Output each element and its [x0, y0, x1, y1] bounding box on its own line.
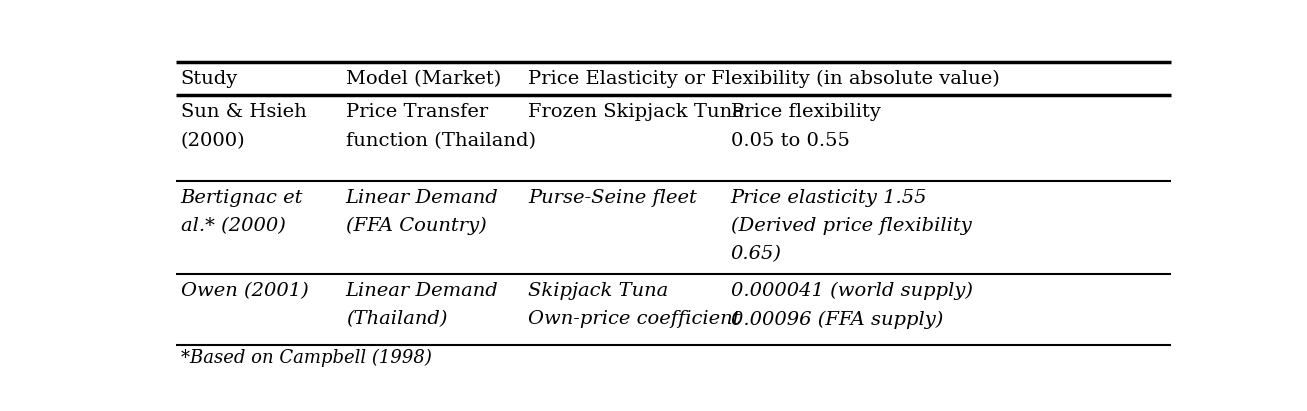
Text: 0.000041 (world supply): 0.000041 (world supply)	[731, 282, 972, 300]
Text: function (Thailand): function (Thailand)	[345, 132, 536, 150]
Text: Price Transfer: Price Transfer	[345, 103, 488, 121]
Text: (FFA Country): (FFA Country)	[345, 217, 486, 236]
Text: Price flexibility: Price flexibility	[731, 103, 881, 121]
Text: Price Elasticity or Flexibility (in absolute value): Price Elasticity or Flexibility (in abso…	[528, 70, 1000, 88]
Text: Price elasticity 1.55: Price elasticity 1.55	[731, 189, 927, 207]
Text: 0.65): 0.65)	[731, 245, 782, 263]
Text: (Derived price flexibility: (Derived price flexibility	[731, 217, 971, 236]
Text: Skipjack Tuna: Skipjack Tuna	[528, 282, 668, 300]
Text: *Based on Campbell (1998): *Based on Campbell (1998)	[180, 349, 431, 367]
Text: Model (Market): Model (Market)	[345, 70, 501, 88]
Text: 0.05 to 0.55: 0.05 to 0.55	[731, 132, 850, 150]
Text: Sun & Hsieh: Sun & Hsieh	[180, 103, 306, 121]
Text: Owen (2001): Owen (2001)	[180, 282, 308, 300]
Text: (Thailand): (Thailand)	[345, 310, 447, 328]
Text: Bertignac et: Bertignac et	[180, 189, 303, 207]
Text: (2000): (2000)	[180, 132, 246, 150]
Text: Linear Demand: Linear Demand	[345, 282, 498, 300]
Text: Study: Study	[180, 70, 238, 88]
Text: al.* (2000): al.* (2000)	[180, 217, 285, 235]
Text: Frozen Skipjack Tuna: Frozen Skipjack Tuna	[528, 103, 744, 121]
Text: Purse-Seine fleet: Purse-Seine fleet	[528, 189, 697, 207]
Text: Linear Demand: Linear Demand	[345, 189, 498, 207]
Text: Own-price coefficient: Own-price coefficient	[528, 310, 741, 328]
Text: 0.00096 (FFA supply): 0.00096 (FFA supply)	[731, 310, 942, 329]
